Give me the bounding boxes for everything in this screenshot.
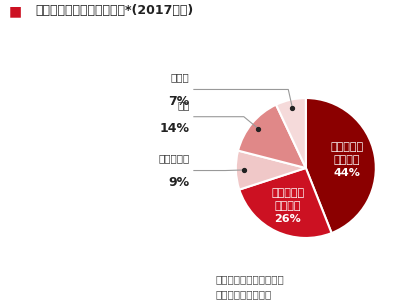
Text: 家庭用調理
冷凍食品
26%: 家庭用調理 冷凍食品 26%	[271, 188, 304, 224]
Wedge shape	[235, 151, 305, 190]
Text: ■: ■	[8, 4, 21, 19]
Text: 業務用調理
冷凍食品
44%: 業務用調理 冷凍食品 44%	[330, 142, 363, 178]
Text: 9%: 9%	[168, 176, 189, 189]
Text: ＊３サブセグメント内の
消去を含みません。: ＊３サブセグメント内の 消去を含みません。	[215, 274, 283, 299]
Wedge shape	[275, 98, 305, 168]
Text: その他: その他	[171, 73, 189, 82]
Text: 加工食品事業の売上高内訳*(2017年度): 加工食品事業の売上高内訳*(2017年度)	[35, 4, 193, 17]
Text: 海外: 海外	[177, 100, 189, 110]
Wedge shape	[237, 105, 305, 168]
Wedge shape	[239, 168, 331, 238]
Wedge shape	[305, 98, 375, 233]
Text: 14%: 14%	[159, 122, 189, 135]
Text: 農産加工品: 農産加工品	[158, 154, 189, 164]
Text: 7%: 7%	[168, 95, 189, 108]
